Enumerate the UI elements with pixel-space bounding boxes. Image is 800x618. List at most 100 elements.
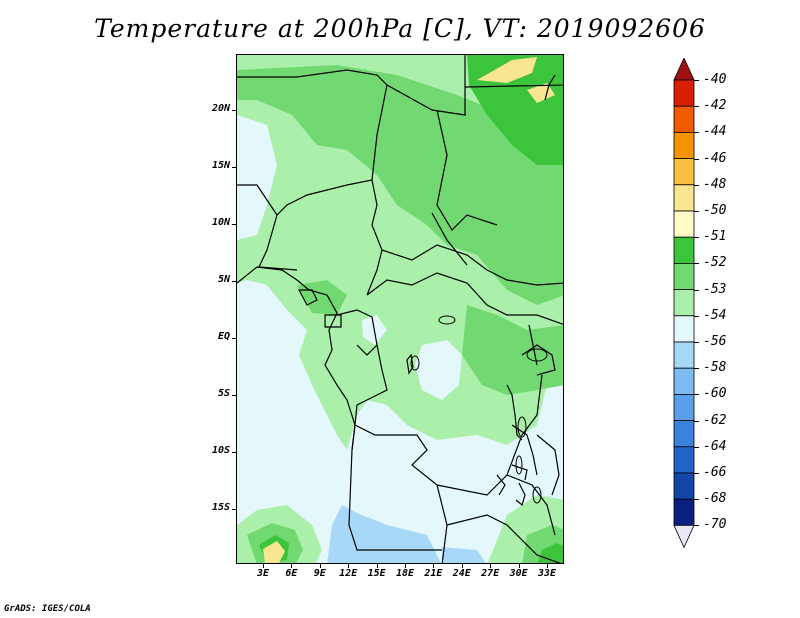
colorbar-box <box>673 367 695 395</box>
field-minus50-sw <box>263 541 285 563</box>
y-tick-mark <box>232 338 236 339</box>
field-minus54-coast <box>237 115 277 240</box>
colorbar-label: -50 <box>703 203 727 218</box>
colorbar-label: -68 <box>703 491 727 507</box>
field-minus52-east <box>462 305 563 395</box>
colorbar-box <box>673 289 695 317</box>
colorbar-tick <box>694 420 699 422</box>
y-tick-mark <box>232 167 236 168</box>
x-tick-label: 18E <box>395 568 415 579</box>
y-tick-mark <box>232 395 236 396</box>
colorbar-label: -53 <box>703 281 727 297</box>
y-tick-label: EQ <box>217 331 230 342</box>
temperature-field <box>237 55 563 563</box>
colorbar-tick <box>694 158 699 160</box>
colorbar-tick <box>694 263 699 265</box>
x-tick-label: 30E <box>509 568 528 579</box>
field-minus56-sw <box>442 547 486 563</box>
x-tick-mark <box>405 564 406 568</box>
x-tick-mark <box>547 564 548 568</box>
colorbar-box <box>673 472 695 500</box>
colorbar-box <box>673 420 695 448</box>
field-minus51-ne <box>467 55 563 165</box>
map-panel <box>236 54 564 564</box>
x-tick-label: 3E <box>256 568 270 579</box>
x-tick-mark <box>291 564 293 568</box>
y-tick-mark <box>232 224 236 225</box>
x-tick-label: 6E <box>285 568 298 579</box>
colorbar-tick <box>694 184 699 186</box>
colorbar <box>673 58 695 549</box>
colorbar-tick <box>694 473 699 474</box>
colorbar-tick <box>694 289 699 291</box>
x-tick-label: 24E <box>452 568 471 579</box>
x-tick-mark <box>348 564 350 568</box>
colorbar-tick <box>694 342 699 343</box>
x-tick-mark <box>376 564 378 568</box>
colorbar-tick <box>694 368 699 370</box>
colorbar-label: -52 <box>703 255 727 271</box>
x-tick-label: 9E <box>313 568 326 579</box>
colorbar-box <box>673 315 695 343</box>
field-minus52-north <box>237 65 563 305</box>
y-tick-label: 10N <box>211 217 230 228</box>
colorbar-label: -46 <box>703 150 727 166</box>
y-tick-mark <box>232 281 236 282</box>
colorbar-box <box>673 262 695 290</box>
map-title: Temperature at 200hPa [C], VT: 201909260… <box>94 14 706 43</box>
colorbar-box <box>673 79 695 107</box>
colorbar-label: -62 <box>703 412 727 428</box>
colorbar-box <box>673 210 695 238</box>
colorbar-label: -70 <box>703 517 727 533</box>
x-tick-label: 33E <box>537 568 557 579</box>
colorbar-tick <box>694 237 699 239</box>
x-tick-label: 12E <box>339 568 358 579</box>
x-tick-mark <box>490 564 492 568</box>
colorbar-top-triangle <box>673 58 695 81</box>
x-tick-label: 27E <box>481 568 500 579</box>
x-tick-mark <box>461 564 463 568</box>
lakes <box>410 315 548 504</box>
country-borders <box>237 55 563 563</box>
colorbar-label: -44 <box>703 124 727 140</box>
colorbar-label: -64 <box>703 438 727 454</box>
y-tick-label: 15N <box>211 160 230 171</box>
field-minus50-ne <box>477 57 537 83</box>
colorbar-label: -58 <box>703 360 727 376</box>
colorbar-box <box>673 132 695 160</box>
y-tick-label: 5N <box>217 274 230 285</box>
colorbar-label: -40 <box>703 72 727 87</box>
x-tick-mark <box>518 564 520 568</box>
colorbar-label: -60 <box>703 386 727 402</box>
y-tick-mark <box>232 452 236 453</box>
y-tick-mark <box>232 509 236 510</box>
colorbar-label: -51 <box>703 229 727 245</box>
colorbar-box <box>673 184 695 212</box>
colorbar-tick <box>694 446 699 448</box>
colorbar-tick <box>694 525 699 527</box>
colorbar-bottom-triangle <box>673 524 695 549</box>
colorbar-tick <box>694 394 699 396</box>
colorbar-label: -56 <box>703 334 727 349</box>
colorbar-label: -54 <box>703 307 727 323</box>
colorbar-box <box>673 393 695 421</box>
colorbar-label: -48 <box>703 176 727 192</box>
colorbar-tick <box>694 315 699 317</box>
y-tick-label: 15S <box>211 502 230 513</box>
y-tick-label: 10S <box>211 445 230 456</box>
colorbar-tick <box>694 132 699 134</box>
x-tick-mark <box>433 564 435 568</box>
y-tick-label: 5S <box>217 388 230 399</box>
x-tick-label: 15E <box>367 568 386 579</box>
colorbar-box <box>673 158 695 186</box>
colorbar-tick <box>694 211 699 212</box>
colorbar-box <box>673 498 695 526</box>
colorbar-box <box>673 236 695 264</box>
colorbar-box <box>673 341 695 369</box>
y-tick-label: 20N <box>211 103 230 114</box>
x-tick-label: 21E <box>424 568 443 579</box>
x-tick-mark <box>319 564 321 568</box>
field-minus52-gulf <box>297 280 347 315</box>
colorbar-box <box>673 446 695 474</box>
y-tick-mark <box>232 110 236 111</box>
